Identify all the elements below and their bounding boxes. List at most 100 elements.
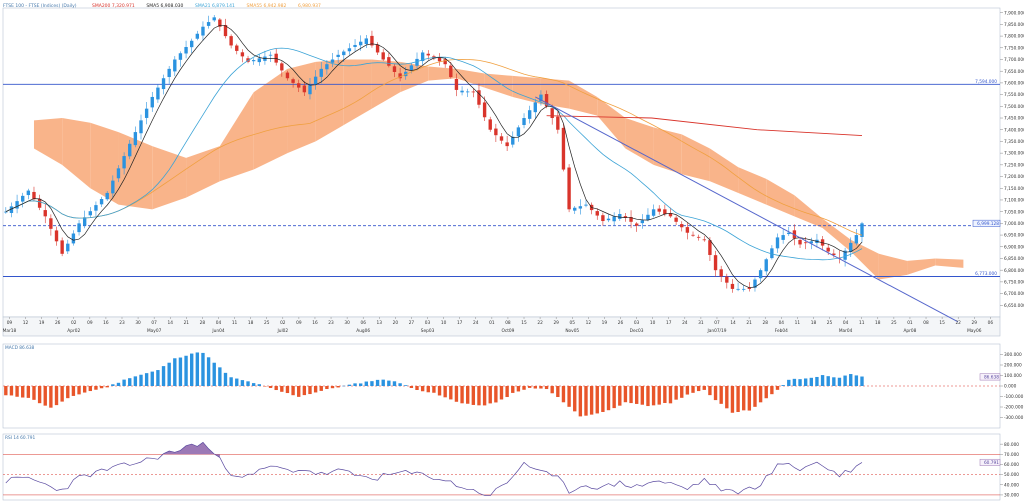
macd-bar[interactable]	[849, 374, 853, 386]
candle-body[interactable]	[854, 235, 859, 244]
macd-bar[interactable]	[758, 386, 763, 403]
candle-body[interactable]	[178, 53, 183, 60]
macd-bar[interactable]	[15, 386, 19, 397]
macd-bar[interactable]	[167, 362, 171, 386]
macd-bar[interactable]	[49, 386, 53, 408]
candle-body[interactable]	[640, 220, 645, 224]
macd-bar[interactable]	[505, 386, 509, 398]
macd-bar[interactable]	[43, 386, 47, 406]
macd-bar[interactable]	[387, 380, 391, 386]
macd-bar[interactable]	[573, 386, 577, 412]
macd-bar[interactable]	[77, 386, 81, 395]
candle-body[interactable]	[775, 237, 780, 249]
macd-bar[interactable]	[832, 377, 836, 386]
candle-body[interactable]	[116, 168, 121, 179]
macd-bar[interactable]	[392, 381, 397, 386]
candle-body[interactable]	[235, 45, 239, 51]
macd-bar[interactable]	[815, 376, 819, 386]
macd-bar[interactable]	[747, 386, 752, 411]
macd-bar[interactable]	[595, 386, 599, 414]
candle-body[interactable]	[15, 201, 19, 209]
candle-body[interactable]	[139, 120, 143, 134]
macd-bar[interactable]	[325, 386, 329, 390]
candle-body[interactable]	[663, 209, 667, 214]
candle-body[interactable]	[190, 40, 194, 48]
macd-bar[interactable]	[437, 386, 442, 396]
macd-bar[interactable]	[702, 386, 706, 390]
macd-bar[interactable]	[195, 352, 200, 386]
macd-bar[interactable]	[263, 386, 267, 387]
macd-bar[interactable]	[533, 386, 537, 389]
macd-bar[interactable]	[71, 386, 76, 396]
candle-body[interactable]	[161, 78, 166, 90]
candle-body[interactable]	[251, 60, 256, 62]
macd-bar[interactable]	[668, 386, 673, 404]
macd-bar[interactable]	[803, 378, 808, 386]
macd-bar[interactable]	[685, 386, 690, 395]
macd-pane[interactable]: MACD 86.638 86.638	[3, 345, 1001, 417]
candle-body[interactable]	[736, 288, 740, 290]
candle-body[interactable]	[105, 192, 109, 200]
candle-body[interactable]	[184, 47, 188, 54]
macd-bar[interactable]	[499, 386, 504, 400]
candle-body[interactable]	[584, 204, 588, 206]
candle-body[interactable]	[195, 33, 200, 39]
candle-body[interactable]	[415, 58, 419, 66]
candle-body[interactable]	[133, 132, 138, 146]
candle-body[interactable]	[725, 276, 729, 283]
candle-body[interactable]	[657, 208, 661, 212]
macd-bar[interactable]	[111, 384, 115, 386]
macd-bar[interactable]	[251, 383, 256, 386]
candle-body[interactable]	[71, 233, 76, 244]
macd-bar[interactable]	[21, 386, 25, 398]
macd-bar[interactable]	[544, 386, 549, 390]
macd-bar[interactable]	[4, 386, 8, 396]
candle-body[interactable]	[742, 288, 746, 290]
candle-body[interactable]	[764, 259, 768, 272]
trendline[interactable]	[535, 96, 958, 323]
macd-bar[interactable]	[634, 386, 639, 404]
macd-bar[interactable]	[139, 374, 143, 386]
candle-body[interactable]	[832, 253, 836, 255]
macd-bar[interactable]	[837, 377, 842, 386]
macd-bar[interactable]	[488, 386, 492, 404]
candle-body[interactable]	[66, 243, 70, 252]
candle-body[interactable]	[477, 90, 481, 105]
candle-body[interactable]	[471, 91, 476, 93]
macd-bar[interactable]	[522, 386, 526, 390]
macd-bar[interactable]	[330, 386, 335, 389]
macd-bar[interactable]	[381, 379, 385, 386]
macd-bar[interactable]	[342, 385, 346, 387]
candle-body[interactable]	[539, 94, 543, 102]
candle-body[interactable]	[212, 17, 216, 21]
candle-body[interactable]	[668, 213, 673, 217]
macd-bar[interactable]	[37, 386, 42, 404]
candle-body[interactable]	[308, 84, 312, 95]
candle-body[interactable]	[173, 59, 177, 72]
macd-bar[interactable]	[66, 386, 70, 399]
candle-body[interactable]	[364, 38, 369, 45]
macd-bar[interactable]	[150, 371, 154, 386]
candle-body[interactable]	[313, 76, 318, 85]
macd-bar[interactable]	[826, 376, 830, 386]
candle-body[interactable]	[747, 287, 752, 289]
candle-body[interactable]	[533, 102, 537, 113]
macd-bar[interactable]	[854, 375, 859, 386]
candle-body[interactable]	[4, 211, 8, 213]
macd-bar[interactable]	[54, 386, 59, 406]
macd-bar[interactable]	[798, 379, 802, 386]
macd-bar[interactable]	[561, 386, 566, 403]
macd-bar[interactable]	[161, 366, 166, 386]
macd-bar[interactable]	[657, 386, 661, 405]
macd-bar[interactable]	[713, 386, 718, 401]
candle-body[interactable]	[680, 224, 684, 228]
candle-body[interactable]	[426, 53, 430, 56]
macd-bar[interactable]	[792, 378, 797, 386]
macd-bar[interactable]	[94, 386, 98, 390]
candle-body[interactable]	[99, 199, 104, 205]
candle-body[interactable]	[167, 68, 171, 78]
macd-bar[interactable]	[516, 386, 521, 392]
macd-bar[interactable]	[432, 386, 436, 393]
